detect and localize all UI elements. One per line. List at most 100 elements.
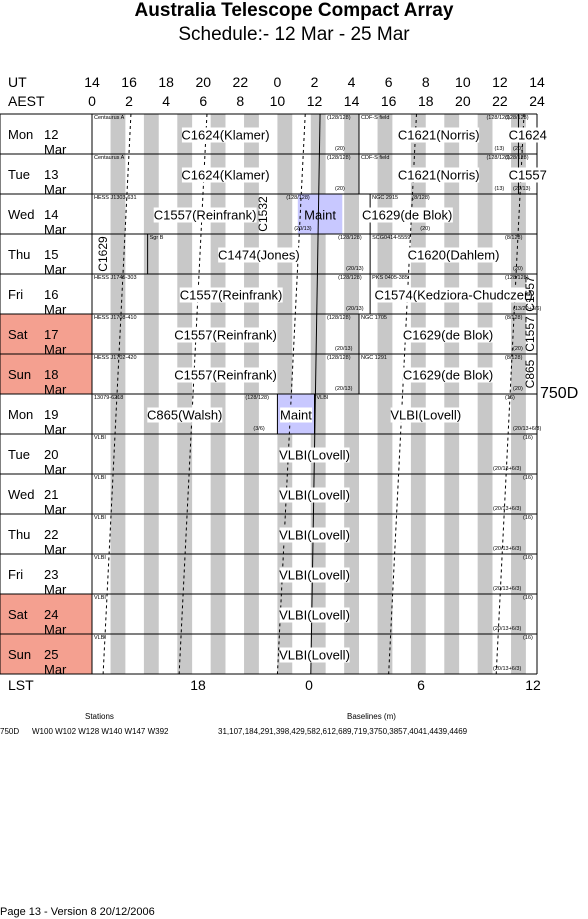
night-stripe (477, 114, 493, 154)
day-of-week: Thu (8, 247, 31, 262)
night-stripe (310, 114, 326, 154)
project-label: C1624 (508, 127, 547, 143)
day-of-week: Mon (8, 127, 34, 142)
source-label: VLBI (94, 635, 106, 641)
night-stripe (477, 634, 493, 674)
source-label: SCG0414-5559 (372, 235, 411, 241)
night-stripe (511, 554, 526, 594)
source-label: CDF-S field (361, 155, 390, 161)
band-label: (20) (513, 386, 523, 392)
project-label: C1620(Dahlem) (407, 247, 500, 263)
aest-tick: 6 (199, 93, 208, 109)
project-label: C1621(Norris) (397, 127, 480, 143)
stations-list: W100 W102 W128 W140 W147 W392 (32, 727, 169, 736)
night-stripe (377, 594, 393, 634)
night-stripe (177, 474, 193, 514)
night-stripe (110, 314, 126, 354)
ut-tick: 18 (158, 74, 174, 90)
night-stripe (344, 554, 359, 594)
day-of-week: Sat (8, 327, 28, 342)
lst-axis-label: LST (8, 677, 34, 693)
night-stripe (344, 474, 359, 514)
day-of-week: Wed (8, 487, 35, 502)
project-label: C1557(Reinfrank) (174, 327, 277, 343)
band-label: (20) (513, 266, 523, 272)
aest-tick: 12 (306, 93, 323, 109)
day-of-week: Mon (8, 407, 34, 422)
project-label: VLBI(Lovell) (279, 567, 350, 583)
aest-tick: 4 (162, 93, 171, 109)
night-stripe (143, 114, 159, 154)
config-label: (128/128) (327, 315, 351, 321)
night-stripe (244, 434, 259, 474)
night-stripe (110, 594, 126, 634)
day-of-week: Sun (8, 647, 32, 662)
day-date: 21 Mar (44, 487, 67, 517)
config-label: (128/128) (505, 155, 529, 161)
night-stripe (344, 114, 359, 154)
aest-tick: 20 (455, 93, 471, 109)
night-stripe (444, 474, 460, 514)
vertical-project-label: C1532 (255, 196, 270, 232)
night-stripe (277, 354, 293, 394)
night-stripe (110, 394, 126, 434)
project-label: VLBI(Lovell) (279, 487, 350, 503)
day-of-week: Thu (8, 527, 31, 542)
night-stripe (377, 554, 393, 594)
night-stripe (377, 394, 393, 434)
ut-tick: 20 (195, 74, 212, 90)
config-name: 750D (0, 727, 20, 736)
night-stripe (244, 394, 259, 434)
night-stripe (177, 434, 193, 474)
source-label: VLBI (94, 595, 106, 601)
night-stripe (344, 514, 359, 554)
night-stripe (143, 154, 159, 194)
source-label: Centaurus A (94, 115, 125, 121)
night-stripe (143, 194, 159, 234)
source-label: HESS J1708-410 (94, 315, 137, 321)
aest-tick: 10 (269, 93, 286, 109)
night-stripe (377, 354, 393, 394)
night-stripe (110, 554, 126, 594)
source-label: VLBI (94, 515, 106, 521)
ut-tick: 22 (232, 74, 249, 90)
config-label: (16) (523, 635, 533, 641)
project-label: C1629(de Blok) (362, 207, 453, 223)
night-stripe (210, 634, 226, 674)
band-label: (20) (513, 346, 523, 352)
night-stripe (511, 194, 526, 234)
band-label: (20/13) (335, 346, 353, 352)
baselines-heading: Baselines (m) (347, 712, 396, 721)
night-stripe (444, 594, 460, 634)
night-stripe (477, 594, 493, 634)
config-label: (128/128) (486, 115, 510, 121)
day-of-week: Fri (8, 567, 24, 582)
source-label: HESS J1303-631 (94, 195, 137, 201)
day-of-week: Tue (8, 447, 30, 462)
day-date: 17 Mar (44, 327, 67, 357)
vertical-project-label: C865 (522, 359, 537, 389)
config-label: (16) (523, 475, 533, 481)
band-label: (20) (420, 226, 431, 232)
config-label: (128/128) (327, 355, 351, 361)
config-label: (16) (505, 395, 515, 401)
night-stripe (310, 154, 326, 194)
night-stripe (377, 434, 393, 474)
night-stripe (344, 314, 359, 354)
vertical-project-label: C1557 (522, 276, 537, 312)
night-stripe (177, 554, 193, 594)
night-stripe (110, 194, 126, 234)
night-stripe (244, 554, 259, 594)
aest-tick: 2 (125, 93, 133, 109)
night-stripe (410, 474, 426, 514)
config-label: (16) (523, 555, 533, 561)
source-label: 13079-6218 (94, 395, 124, 401)
night-stripe (110, 274, 126, 314)
project-label: C1474(Jones) (218, 247, 300, 263)
night-stripe (244, 474, 259, 514)
config-label: (128/128) (245, 395, 269, 401)
vertical-project-label: C1557 (522, 316, 537, 352)
page-subtitle: Schedule:- 12 Mar - 25 Mar (178, 24, 410, 45)
night-stripe (310, 274, 326, 314)
project-label: C865(Walsh) (147, 407, 223, 423)
